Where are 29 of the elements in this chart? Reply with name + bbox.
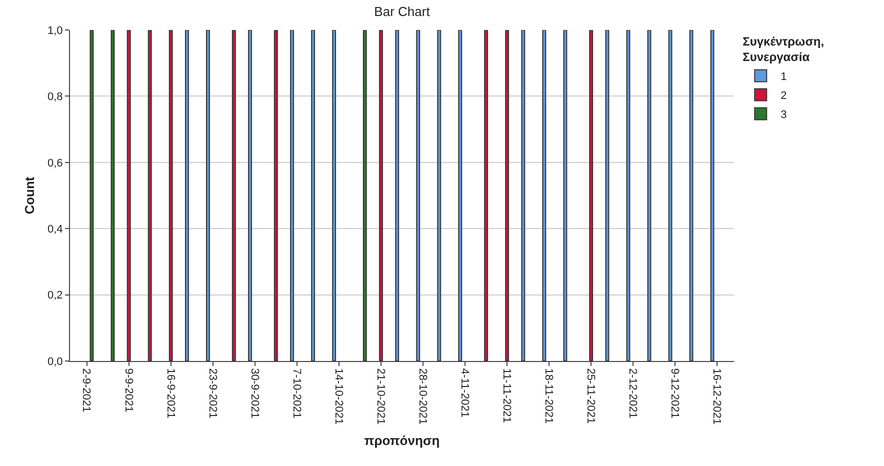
x-tick-label: 25-11-2021 <box>584 368 597 424</box>
y-tick-label: 0,0 <box>48 356 63 368</box>
legend-label: 2 <box>780 90 787 102</box>
y-tick-label: 1,0 <box>48 24 63 37</box>
y-tick-label: 0,4 <box>48 223 63 236</box>
x-tick-label: 23-9-2021 <box>206 368 218 418</box>
x-tick-label: 14-10-2021 <box>332 368 344 424</box>
x-tick-label: 11-11-2021 <box>500 368 512 423</box>
x-tick-label: 16-12-2021 <box>710 368 723 424</box>
x-tick-label: 9-9-2021 <box>122 368 134 412</box>
legend-label: 1 <box>780 70 787 83</box>
x-tick-label: 28-10-2021 <box>416 368 428 424</box>
x-tick-label: 2-9-2021 <box>80 368 92 412</box>
x-tick-label: 18-11-2021 <box>542 368 555 424</box>
x-tick-label: 21-10-2021 <box>374 368 386 424</box>
x-tick-label: 9-12-2021 <box>668 368 681 418</box>
y-tick-label: 0,2 <box>48 290 63 302</box>
legend-title: Συγκέντρωση, Συνεργασία <box>742 34 824 64</box>
y-axis-title: Count <box>22 176 37 214</box>
x-tick-label: 30-9-2021 <box>248 368 260 418</box>
y-tick-label: 0,6 <box>48 157 63 170</box>
legend-label: 3 <box>780 108 787 121</box>
x-tick-label: 2-12-2021 <box>626 368 639 418</box>
x-tick-label: 7-10-2021 <box>290 368 302 418</box>
chart-title: Bar Chart <box>374 4 430 20</box>
x-tick-label: 16-9-2021 <box>164 368 176 418</box>
y-tick-label: 0,8 <box>48 91 63 104</box>
x-axis-title: προπόνηση <box>364 433 440 448</box>
x-tick-label: 4-11-2021 <box>458 368 470 418</box>
